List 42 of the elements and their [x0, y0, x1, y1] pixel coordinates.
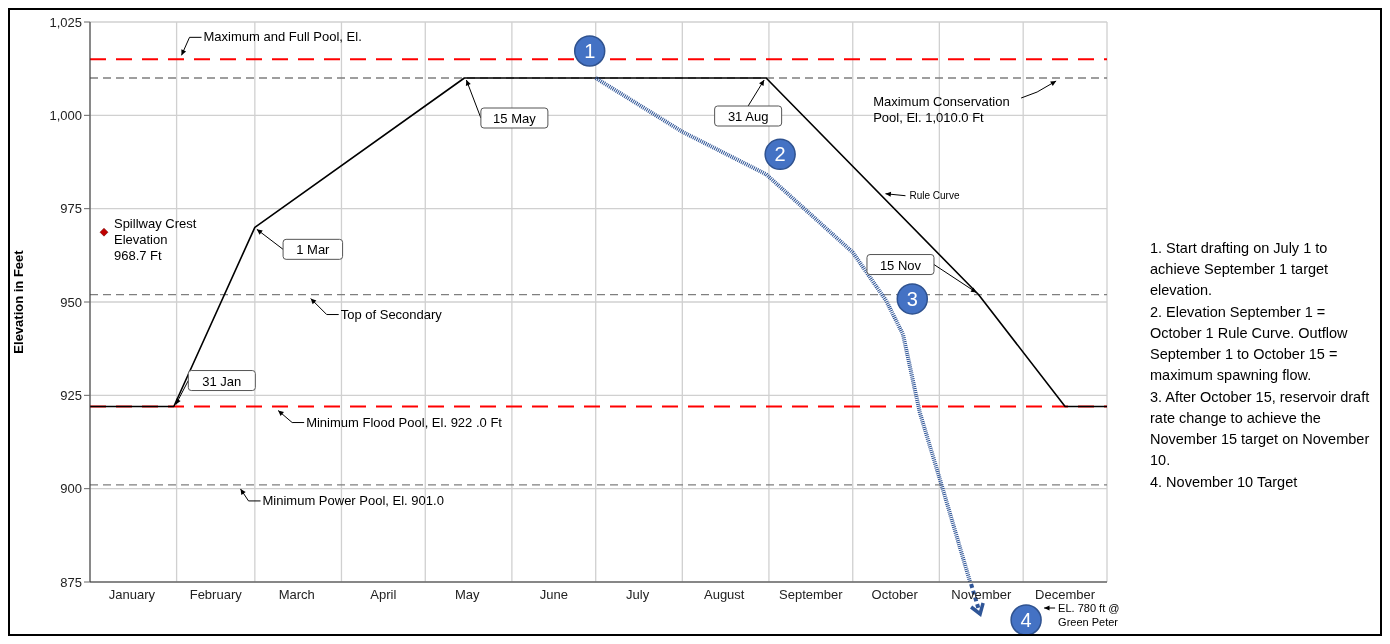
x-tick-label: December: [1035, 587, 1096, 603]
x-tick-label: March: [278, 587, 315, 603]
x-tick-label: July: [626, 587, 650, 603]
line-series: [90, 77, 1107, 408]
x-tick-label: November: [951, 587, 1012, 603]
x-tick-label: October: [871, 587, 919, 603]
x-tick-label: April: [370, 587, 397, 603]
x-tick-label: May: [454, 587, 480, 603]
x-tick-label: February: [189, 587, 243, 603]
y-tick-label: 925: [60, 387, 82, 403]
text: 4: [1020, 609, 1032, 631]
ref-line-label: Top of Secondary: [340, 306, 443, 322]
annotation: 31 Aug: [727, 109, 769, 124]
text: 3. After October 15, reservoir draft rate change to achieve the November 15 target on November 10.: [1150, 388, 1371, 470]
y-tick-label: 975: [60, 201, 82, 217]
y-tick-label: 900: [60, 481, 82, 497]
ref-line-label: Maximum and Full Pool, El.: [203, 29, 362, 45]
annotation: 1 Mar: [296, 242, 331, 258]
annotation: Rule Curve: [909, 189, 960, 201]
text: 1. Start drafting on July 1 to achieve September 1 target elevation.: [1150, 239, 1330, 300]
text: EL. 780 ft @ Green Peter: [1058, 602, 1120, 628]
y-tick-label: 1,000: [49, 107, 82, 123]
ref-line-label: Maximum Conservation Pool, El. 1,010.0 Ft: [873, 94, 1010, 125]
annotation: 2: [774, 143, 786, 166]
x-tick-label: September: [779, 587, 844, 603]
x-tick-label: June: [539, 587, 568, 603]
annotation: 15 Nov: [879, 257, 922, 273]
y-tick-label: 1,025: [49, 14, 82, 30]
text: 2. Elevation September 1 = October 1 Rule Curve. Outflow September 1 to October 15 = maximum spawning flow.: [1150, 303, 1349, 385]
y-axis-title: Elevation in Feet: [10, 249, 26, 354]
annotation: 15 May: [493, 111, 537, 126]
text: 4. November 10 Target: [1150, 473, 1299, 492]
ref-line-label: Minimum Flood Pool, El. 922 .0 Ft: [306, 414, 503, 430]
annotation: 31 Jan: [202, 373, 242, 389]
annotation: 3: [906, 287, 918, 310]
annotation: 1: [584, 40, 596, 62]
ref-line-label: Minimum Power Pool, El. 901.0: [262, 492, 444, 508]
x-tick-label: August: [703, 587, 745, 603]
annotation: Spillway Crest Elevation 968.7 Ft: [113, 216, 197, 264]
x-tick-label: January: [108, 587, 156, 603]
y-tick-label: 950: [60, 294, 82, 310]
y-tick-label: 875: [60, 574, 82, 590]
